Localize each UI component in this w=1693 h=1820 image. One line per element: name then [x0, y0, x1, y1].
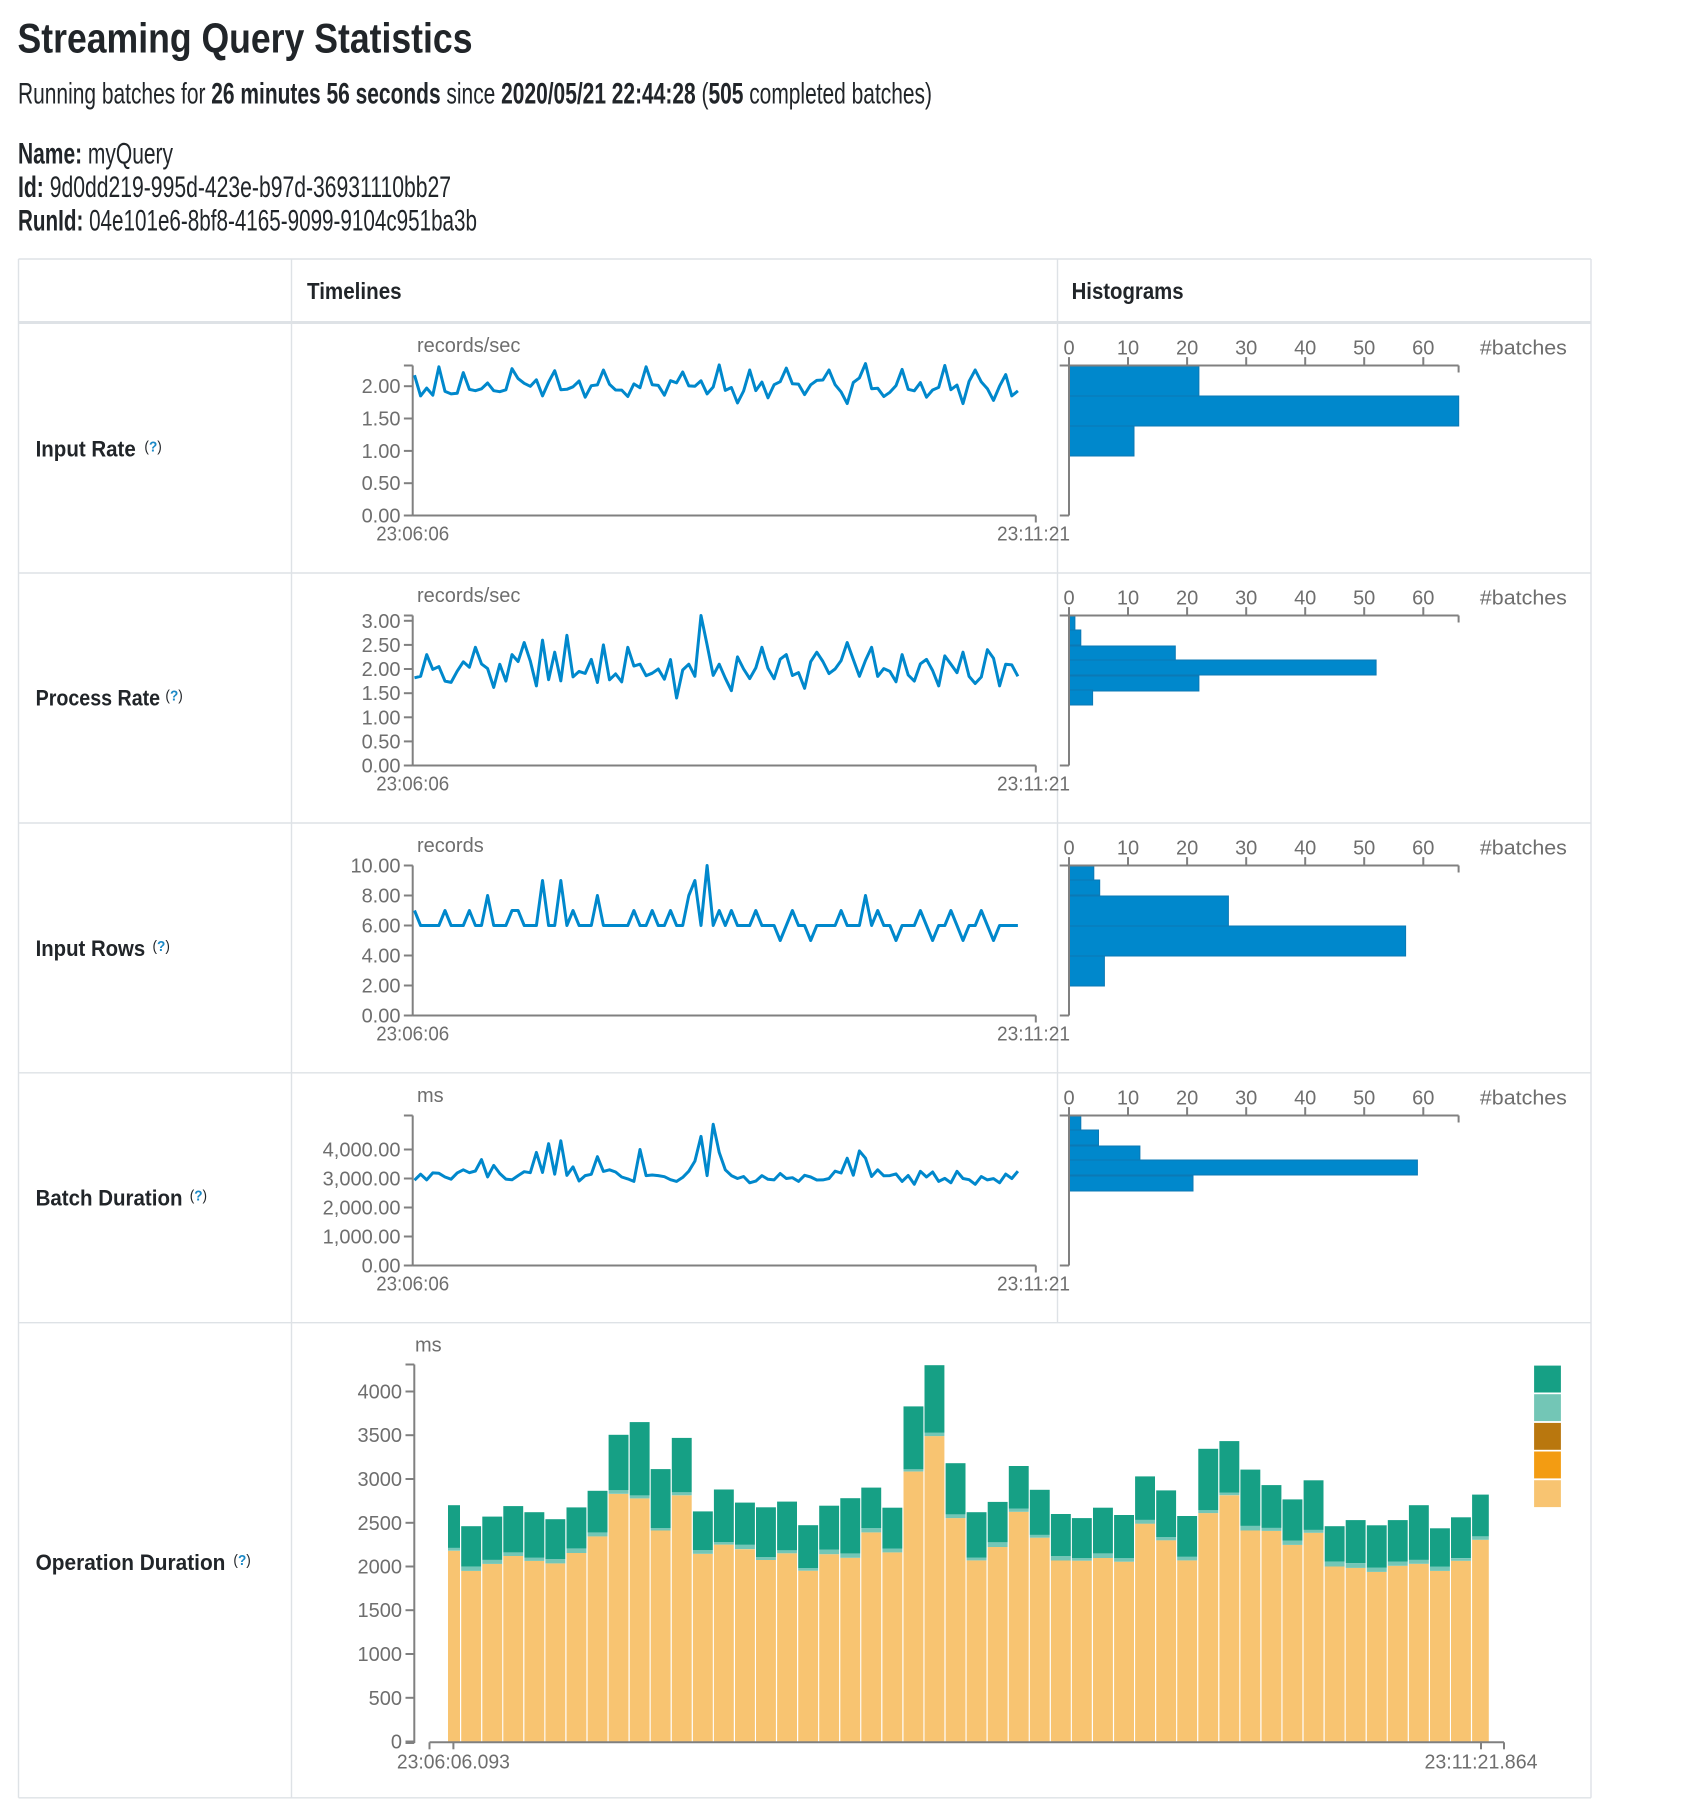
svg-text:Id: 9d0dd219-995d-423e-b97d-36: Id: 9d0dd219-995d-423e-b97d-36931110bb27 [18, 171, 451, 204]
svg-text:20: 20 [1176, 837, 1198, 859]
svg-text:50: 50 [1353, 837, 1375, 859]
svg-text:Input Rate: Input Rate [36, 437, 136, 462]
svg-text:30: 30 [1235, 837, 1257, 859]
svg-text:20: 20 [1176, 587, 1198, 609]
svg-text:10: 10 [1117, 837, 1139, 859]
svg-text:10: 10 [1117, 1087, 1139, 1109]
svg-text:30: 30 [1235, 1087, 1257, 1109]
svg-text:records/sec: records/sec [417, 585, 520, 607]
svg-text:(?): (?) [190, 1187, 207, 1204]
svg-text:60: 60 [1412, 837, 1434, 859]
svg-text:20: 20 [1176, 337, 1198, 359]
svg-text:23:11:21: 23:11:21 [997, 1024, 1070, 1046]
svg-text:23:06:06: 23:06:06 [376, 1024, 449, 1046]
svg-text:0.00: 0.00 [362, 1006, 401, 1028]
svg-text:50: 50 [1353, 1087, 1375, 1109]
svg-text:3,000.00: 3,000.00 [323, 1169, 401, 1191]
svg-text:23:11:21: 23:11:21 [997, 774, 1070, 796]
svg-text:Name: myQuery: Name: myQuery [18, 137, 173, 170]
svg-text:records/sec: records/sec [417, 335, 520, 357]
svg-text:500: 500 [369, 1688, 402, 1710]
svg-text:Batch Duration: Batch Duration [36, 1185, 183, 1210]
svg-text:23:06:06.093: 23:06:06.093 [397, 1751, 510, 1773]
svg-text:60: 60 [1412, 337, 1434, 359]
svg-text:10.00: 10.00 [350, 856, 400, 878]
svg-text:6.00: 6.00 [362, 916, 401, 938]
svg-text:Operation Duration: Operation Duration [36, 1550, 226, 1575]
svg-text:3.00: 3.00 [362, 611, 401, 633]
svg-text:2.50: 2.50 [362, 635, 401, 657]
svg-text:10: 10 [1117, 337, 1139, 359]
svg-text:30: 30 [1235, 587, 1257, 609]
svg-text:0.00: 0.00 [362, 756, 401, 778]
svg-text:0.50: 0.50 [362, 731, 401, 753]
svg-text:1.00: 1.00 [362, 707, 401, 729]
svg-text:Streaming Query Statistics: Streaming Query Statistics [18, 15, 473, 62]
svg-text:2.00: 2.00 [362, 659, 401, 681]
svg-text:0: 0 [1063, 837, 1074, 859]
svg-text:0.50: 0.50 [362, 473, 401, 495]
svg-text:0: 0 [1063, 1087, 1074, 1109]
svg-text:2000: 2000 [358, 1557, 403, 1579]
svg-text:2.00: 2.00 [362, 976, 401, 998]
svg-text:0: 0 [1063, 337, 1074, 359]
svg-text:0: 0 [391, 1732, 402, 1754]
svg-text:(?): (?) [153, 938, 170, 955]
svg-text:#batches: #batches [1480, 837, 1567, 859]
svg-text:ms: ms [417, 1085, 444, 1107]
svg-text:records: records [417, 835, 484, 857]
svg-text:4000: 4000 [358, 1382, 403, 1404]
svg-text:2500: 2500 [358, 1513, 403, 1535]
svg-text:1000: 1000 [358, 1644, 403, 1666]
svg-text:(?): (?) [165, 687, 182, 704]
svg-text:20: 20 [1176, 1087, 1198, 1109]
svg-text:0.00: 0.00 [362, 506, 401, 528]
svg-text:40: 40 [1294, 837, 1316, 859]
svg-text:23:11:21.864: 23:11:21.864 [1425, 1751, 1538, 1773]
svg-text:30: 30 [1235, 337, 1257, 359]
svg-text:4,000.00: 4,000.00 [323, 1140, 401, 1162]
svg-text:RunId: 04e101e6-8bf8-4165-9099: RunId: 04e101e6-8bf8-4165-9099-9104c951b… [18, 205, 477, 238]
svg-text:#batches: #batches [1480, 587, 1567, 609]
svg-text:#batches: #batches [1480, 337, 1567, 359]
svg-text:0: 0 [1063, 587, 1074, 609]
svg-text:Timelines: Timelines [307, 278, 402, 304]
svg-text:40: 40 [1294, 1087, 1316, 1109]
svg-text:(?): (?) [233, 1552, 250, 1569]
svg-text:50: 50 [1353, 587, 1375, 609]
svg-text:10: 10 [1117, 587, 1139, 609]
svg-text:(?): (?) [144, 439, 161, 456]
svg-text:Process Rate: Process Rate [36, 685, 161, 710]
svg-text:50: 50 [1353, 337, 1375, 359]
svg-text:40: 40 [1294, 337, 1316, 359]
svg-text:1.00: 1.00 [362, 441, 401, 463]
svg-text:1.50: 1.50 [362, 683, 401, 705]
svg-text:3500: 3500 [358, 1425, 403, 1447]
svg-text:23:11:21: 23:11:21 [997, 524, 1070, 546]
svg-text:2,000.00: 2,000.00 [323, 1198, 401, 1220]
svg-text:3000: 3000 [358, 1469, 403, 1491]
svg-text:Input Rows: Input Rows [36, 936, 146, 961]
svg-text:23:06:06: 23:06:06 [376, 524, 449, 546]
svg-text:1.50: 1.50 [362, 409, 401, 431]
svg-text:Running batches for 26 minutes: Running batches for 26 minutes 56 second… [18, 78, 932, 111]
svg-text:60: 60 [1412, 1087, 1434, 1109]
svg-text:23:06:06: 23:06:06 [376, 1274, 449, 1296]
svg-text:Histograms: Histograms [1072, 278, 1184, 304]
svg-text:23:11:21: 23:11:21 [997, 1274, 1070, 1296]
svg-text:23:06:06: 23:06:06 [376, 774, 449, 796]
svg-text:ms: ms [415, 1335, 442, 1357]
svg-text:1500: 1500 [358, 1600, 403, 1622]
svg-text:4.00: 4.00 [362, 946, 401, 968]
svg-text:1,000.00: 1,000.00 [323, 1227, 401, 1249]
svg-text:60: 60 [1412, 587, 1434, 609]
svg-text:40: 40 [1294, 587, 1316, 609]
svg-text:2.00: 2.00 [362, 376, 401, 398]
svg-text:0.00: 0.00 [362, 1256, 401, 1278]
svg-text:8.00: 8.00 [362, 886, 401, 908]
svg-text:#batches: #batches [1480, 1087, 1567, 1109]
